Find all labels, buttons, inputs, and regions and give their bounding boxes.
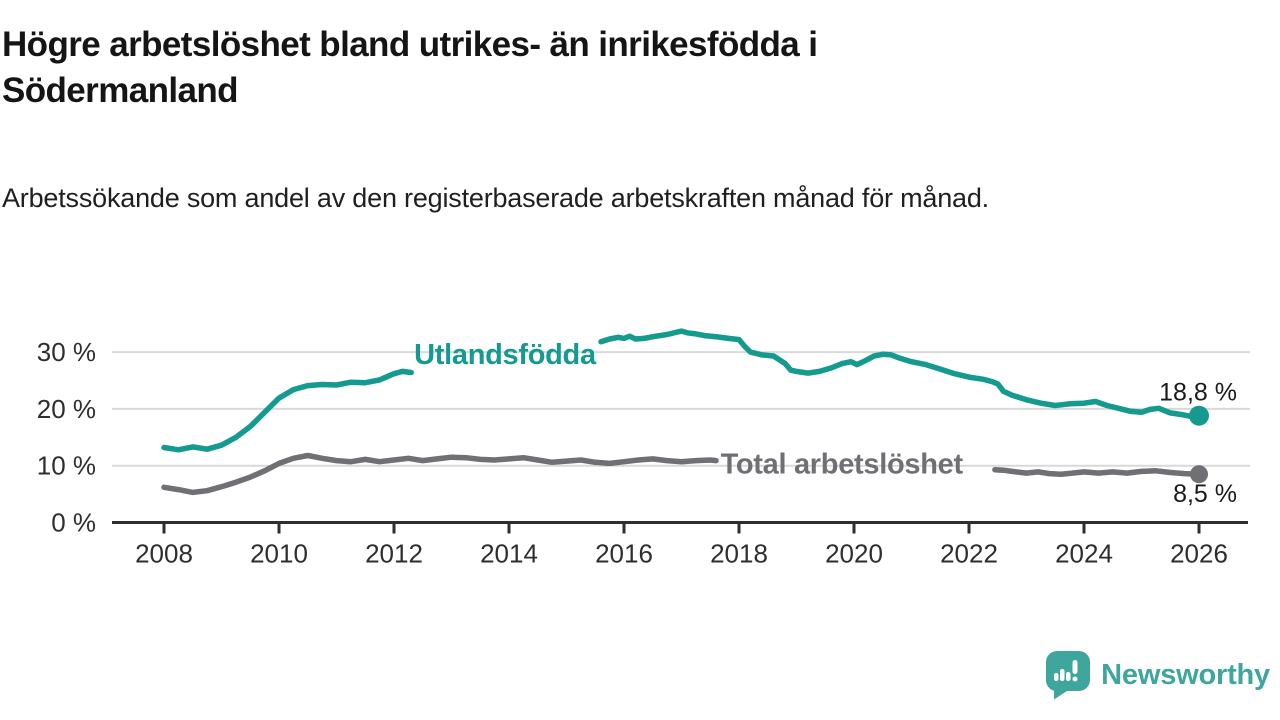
newsworthy-logo-text: Newsworthy [1101,658,1270,691]
series-line-total-arbetsloshet [992,466,1202,477]
x-axis-label: 2012 [365,539,423,569]
y-axis-label: 10 % [37,451,96,481]
series-label-total-arbetsloshet: Total arbetslöshet [721,448,964,480]
speech-bubble-bar-chart-icon [1046,651,1091,700]
chart-subtitle: Arbetssökande som andel av den registerb… [2,183,989,213]
x-axis-label: 2008 [135,539,193,569]
x-axis-label: 2016 [595,539,653,569]
y-axis-label: 20 % [37,394,96,424]
x-axis-label: 2014 [480,539,538,569]
newsworthy-logo: Newsworthy [1045,650,1270,700]
series-end-dot [1189,405,1209,426]
x-axis-label: 2018 [710,539,768,569]
x-axis-label: 2024 [1055,539,1113,569]
x-axis-label: 2010 [250,539,308,569]
x-axis-label: 2022 [940,539,998,569]
x-axis-label: 2026 [1170,539,1228,569]
end-value-label: 8,5 % [1173,480,1237,508]
y-axis-label: 30 % [37,337,96,367]
chart-title: Högre arbetslöshet bland utrikes- än inr… [2,25,818,110]
bar-short [1066,672,1071,681]
bar-small [1054,673,1059,681]
series-label-utlandsfodda: Utlandsfödda [414,339,597,371]
x-axis-label: 2020 [825,539,883,569]
series-line-utlandsfodda [161,368,414,453]
bar-medium [1060,669,1065,681]
series-line-total-arbetsloshet [161,452,719,496]
exclamation-dot [1072,676,1078,682]
series-line-utlandsfodda [598,328,1202,420]
series-end-dot [1190,465,1208,484]
y-axis-label: 0 % [51,508,96,538]
exclamation-bar [1072,660,1078,674]
end-value-label: 18,8 % [1159,379,1237,407]
